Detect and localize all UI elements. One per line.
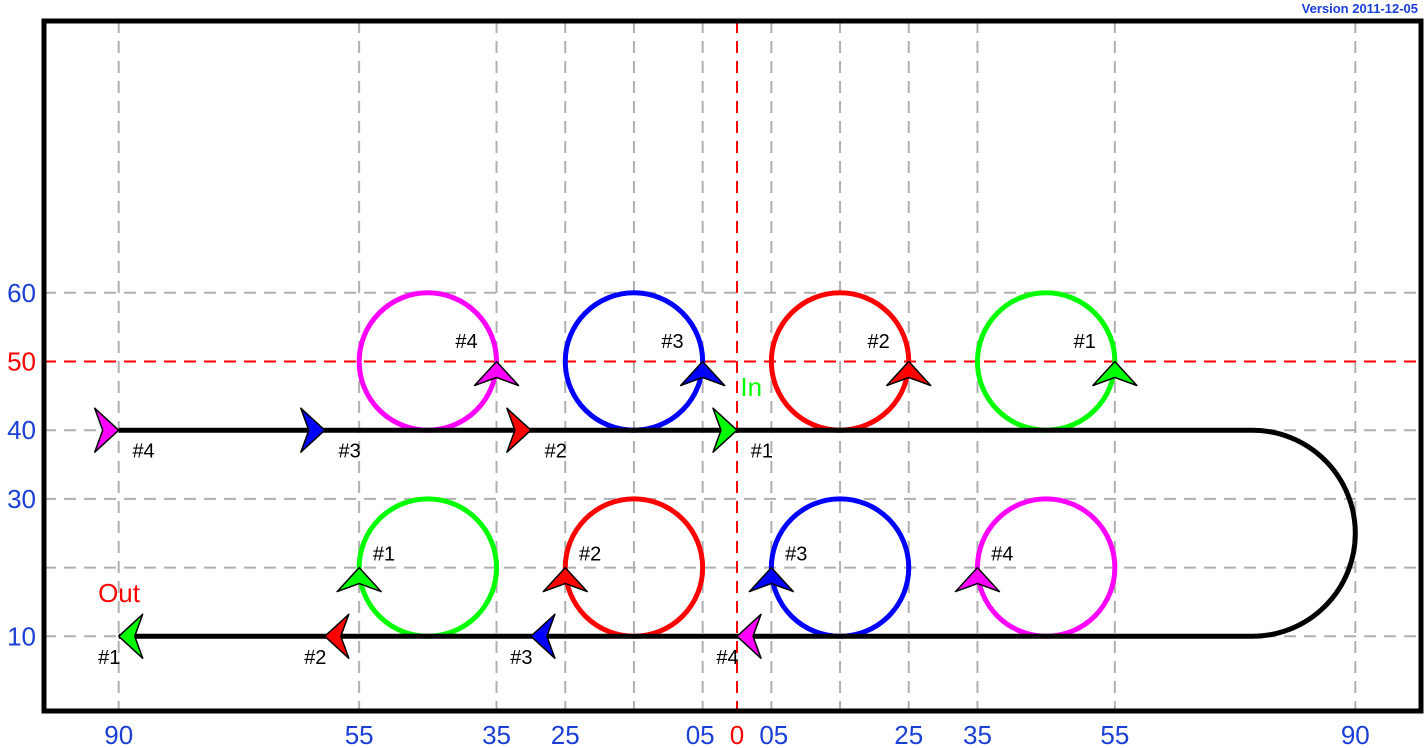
marker-label-lower-4: #4 <box>716 647 738 669</box>
arrow-marker-circle-lower-3 <box>748 566 795 593</box>
arrow-marker-upper-3 <box>300 407 326 453</box>
marker-label-circle-lower-3: #3 <box>785 544 807 566</box>
x-tick-label: 55 <box>345 720 374 748</box>
marker-label-circle-upper-2: #2 <box>868 331 890 353</box>
marker-label-circle-lower-1: #1 <box>373 544 395 566</box>
arrow-marker-lower-4 <box>736 613 762 660</box>
x-tick-label: 35 <box>482 720 511 748</box>
label-layer: #4 #3 #2 #1 #1 #2 #3 #4 #4 #3 #2 #1 #1 #2 #3 #4 In Out <box>98 331 1096 669</box>
arrow-marker-upper-2 <box>506 407 532 453</box>
y-tick-label: 30 <box>7 484 36 514</box>
tick-layer: 90 55 35 25 05 0 05 25 35 55 90 60 50 40 30 10 <box>7 278 1370 748</box>
grid-layer <box>44 21 1421 711</box>
arrow-marker-circle-lower-1 <box>336 566 382 593</box>
marker-label-upper-4: #4 <box>132 441 154 463</box>
y-tick-label: 60 <box>7 278 36 308</box>
x-tick-label: 25 <box>551 720 580 748</box>
marker-label-circle-upper-3: #3 <box>661 331 683 353</box>
arrow-marker-circle-lower-4 <box>954 566 1001 593</box>
arrow-marker-lower-3 <box>530 613 556 660</box>
y-tick-label: 50 <box>7 347 36 377</box>
arrow-marker-circle-upper-4 <box>473 360 520 387</box>
marker-label-lower-2: #2 <box>304 647 326 669</box>
arrow-marker-upper-1 <box>712 407 738 453</box>
x-tick-label: 35 <box>963 720 992 748</box>
marker-label-upper-2: #2 <box>545 441 567 463</box>
arrow-marker-lower-2 <box>324 613 350 660</box>
marker-label-circle-lower-4: #4 <box>991 544 1013 566</box>
x-tick-label: 55 <box>1100 720 1129 748</box>
version-label: Version 2011-12-05 <box>1301 1 1418 16</box>
arrow-marker-circle-upper-1 <box>1092 360 1138 387</box>
arrow-marker-lower-1 <box>117 613 144 660</box>
path-layer <box>118 427 1358 639</box>
marker-label-circle-upper-1: #1 <box>1074 331 1096 353</box>
x-tick-label: 05 <box>759 720 788 748</box>
marker-label-lower-3: #3 <box>510 647 532 669</box>
arrow-marker-circle-upper-2 <box>886 360 932 387</box>
arrow-marker-circle-lower-2 <box>542 566 588 593</box>
arrow-marker-circle-upper-3 <box>679 360 726 387</box>
arrow-marker-upper-4 <box>93 407 120 453</box>
marker-label-circle-lower-2: #2 <box>579 544 601 566</box>
marker-label-upper-1: #1 <box>751 441 773 463</box>
annotation-out: Out <box>98 578 141 608</box>
marker-label-upper-3: #3 <box>339 441 361 463</box>
y-tick-label: 10 <box>7 621 36 651</box>
marker-label-lower-1: #1 <box>98 647 120 669</box>
x-tick-label: 05 <box>686 720 715 748</box>
marker-layer <box>93 360 1138 660</box>
x-tick-label: 90 <box>104 720 133 748</box>
y-tick-label: 40 <box>7 415 36 445</box>
annotation-in: In <box>740 372 762 402</box>
x-tick-label: 25 <box>894 720 923 748</box>
x-tick-label: 0 <box>730 720 744 748</box>
drive-path <box>118 427 1358 639</box>
x-tick-label: 90 <box>1341 720 1370 748</box>
marker-label-circle-upper-4: #4 <box>455 331 477 353</box>
plot-frame <box>41 18 1424 714</box>
